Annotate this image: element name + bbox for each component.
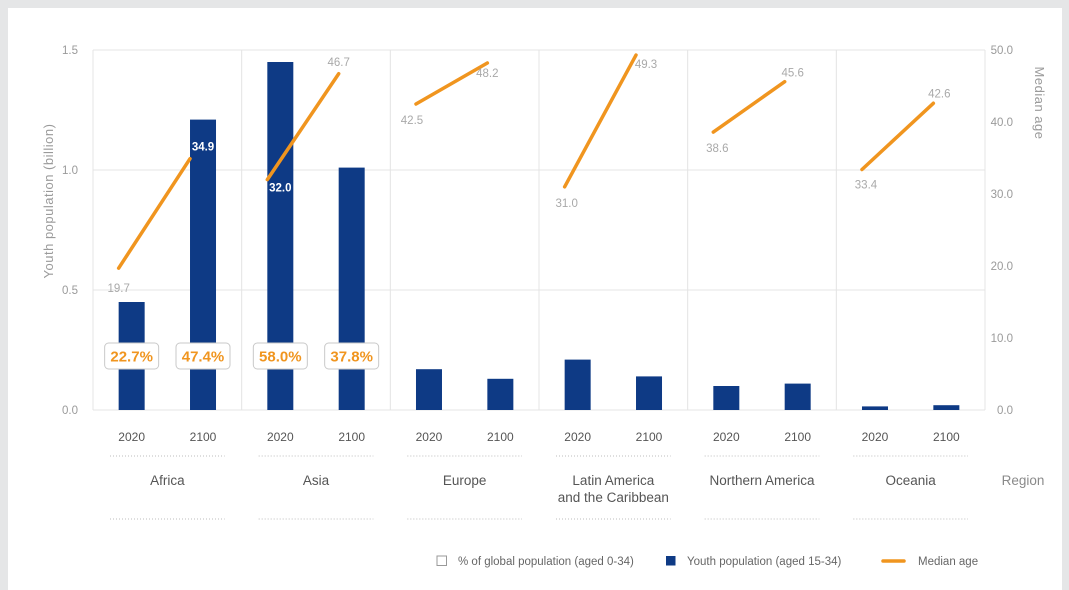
median-age-label: 46.7 — [327, 57, 349, 69]
median-age-label: 48.2 — [476, 68, 498, 80]
median-age-label: 42.5 — [401, 115, 423, 127]
x-axis-title: Region — [1002, 473, 1045, 488]
left-tick-label: 1.5 — [62, 45, 78, 57]
right-tick-label: 10.0 — [991, 333, 1013, 345]
bar — [784, 383, 811, 410]
median-age-label: 38.6 — [706, 143, 728, 155]
year-tick-label: 2020 — [713, 430, 740, 444]
bar — [636, 376, 663, 410]
year-tick-label: 2020 — [267, 430, 294, 444]
median-age-line — [414, 61, 490, 106]
year-tick-label: 2020 — [416, 430, 443, 444]
bar — [564, 359, 591, 410]
median-age-line — [860, 101, 936, 172]
legend-youth-label: Youth population (aged 15-34) — [687, 556, 841, 568]
share-box — [175, 342, 231, 370]
median-age-label: 34.9 — [192, 142, 214, 154]
year-tick-label: 2100 — [487, 430, 514, 444]
year-tick-label: 2100 — [190, 430, 217, 444]
bar — [415, 369, 442, 410]
region-label: Northern America — [709, 473, 815, 488]
median-age-line — [265, 72, 341, 182]
median-age-label: 31.0 — [555, 198, 577, 210]
share-box — [324, 342, 380, 370]
median-age-label: 49.3 — [635, 59, 657, 71]
right-tick-label: 30.0 — [991, 189, 1013, 201]
legend-youth-swatch — [666, 556, 676, 566]
region-label: Europe — [443, 473, 487, 488]
left-axis-title: Youth population (billion) — [41, 124, 56, 279]
legend-share-label: % of global population (aged 0-34) — [458, 556, 634, 568]
right-tick-label: 40.0 — [991, 117, 1013, 129]
region-label: and the Caribbean — [558, 490, 669, 505]
bar — [338, 167, 365, 410]
right-axis-title: Median age — [1032, 67, 1047, 140]
share-label: 47.4% — [182, 349, 225, 366]
median-age-label: 19.7 — [107, 283, 129, 295]
year-tick-label: 2020 — [862, 430, 889, 444]
legend-median-label: Median age — [918, 556, 978, 568]
median-age-label: 45.6 — [781, 68, 803, 80]
left-tick-label: 0.5 — [62, 285, 78, 297]
share-label: 22.7% — [110, 349, 153, 366]
median-age-line — [711, 79, 787, 134]
year-tick-label: 2100 — [636, 430, 663, 444]
median-age-line — [116, 156, 192, 270]
median-age-label: 42.6 — [928, 88, 950, 100]
left-tick-label: 0.0 — [62, 405, 78, 417]
share-box — [104, 342, 160, 370]
bar — [713, 386, 740, 410]
median-age-label: 33.4 — [855, 180, 878, 192]
median-age-line — [562, 53, 638, 189]
share-label: 58.0% — [259, 349, 302, 366]
year-tick-label: 2020 — [118, 430, 145, 444]
right-tick-label: 50.0 — [991, 45, 1013, 57]
share-label: 37.8% — [330, 349, 373, 366]
share-box — [252, 342, 308, 370]
region-label: Asia — [303, 473, 330, 488]
median-age-label: 32.0 — [269, 183, 291, 195]
region-label: Oceania — [886, 473, 937, 488]
bar — [487, 378, 514, 410]
year-tick-label: 2020 — [564, 430, 591, 444]
year-tick-label: 2100 — [338, 430, 365, 444]
year-tick-label: 2100 — [933, 430, 960, 444]
right-tick-label: 0.0 — [997, 405, 1013, 417]
legend-share-swatch — [436, 555, 447, 566]
year-tick-label: 2100 — [784, 430, 811, 444]
youth-population-chart: 19.7 34.9 22.7% 47.4% 32.0 46.7 58.0% 37.8% 42.5… — [41, 45, 1047, 568]
left-tick-label: 1.0 — [62, 165, 78, 177]
region-label: Latin America — [572, 473, 654, 488]
right-tick-label: 20.0 — [991, 261, 1013, 273]
chart-card: 19.7 34.9 22.7% 47.4% 32.0 46.7 58.0% 37.8% 42.5… — [8, 8, 1062, 590]
region-label: Africa — [150, 473, 185, 488]
bar — [861, 406, 888, 410]
bar — [933, 405, 960, 410]
